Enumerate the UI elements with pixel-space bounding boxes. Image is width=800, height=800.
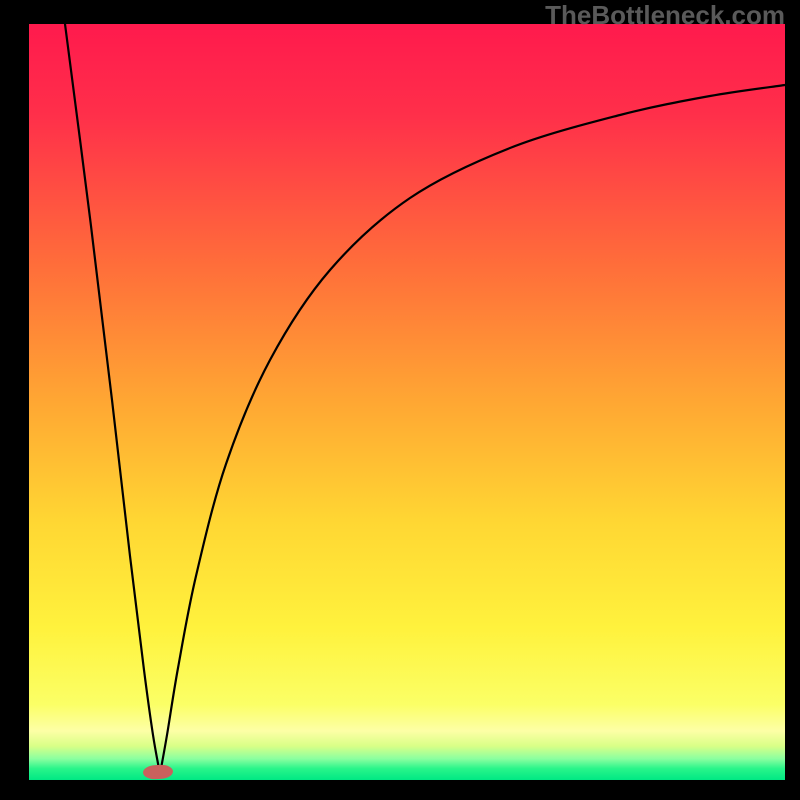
curve-left-branch: [65, 24, 160, 774]
curve-right-branch: [160, 85, 785, 774]
chart-container: TheBottleneck.com: [0, 0, 800, 800]
plot-area: [29, 24, 785, 780]
curve-layer: [0, 0, 800, 800]
watermark-text: TheBottleneck.com: [545, 0, 785, 31]
